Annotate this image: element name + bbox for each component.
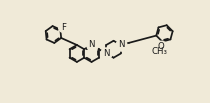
Text: CH₃: CH₃	[151, 47, 168, 56]
Text: N: N	[88, 40, 95, 50]
Text: F: F	[61, 23, 66, 32]
Text: O: O	[158, 42, 164, 51]
Text: N: N	[103, 49, 109, 58]
Text: N: N	[118, 40, 124, 50]
